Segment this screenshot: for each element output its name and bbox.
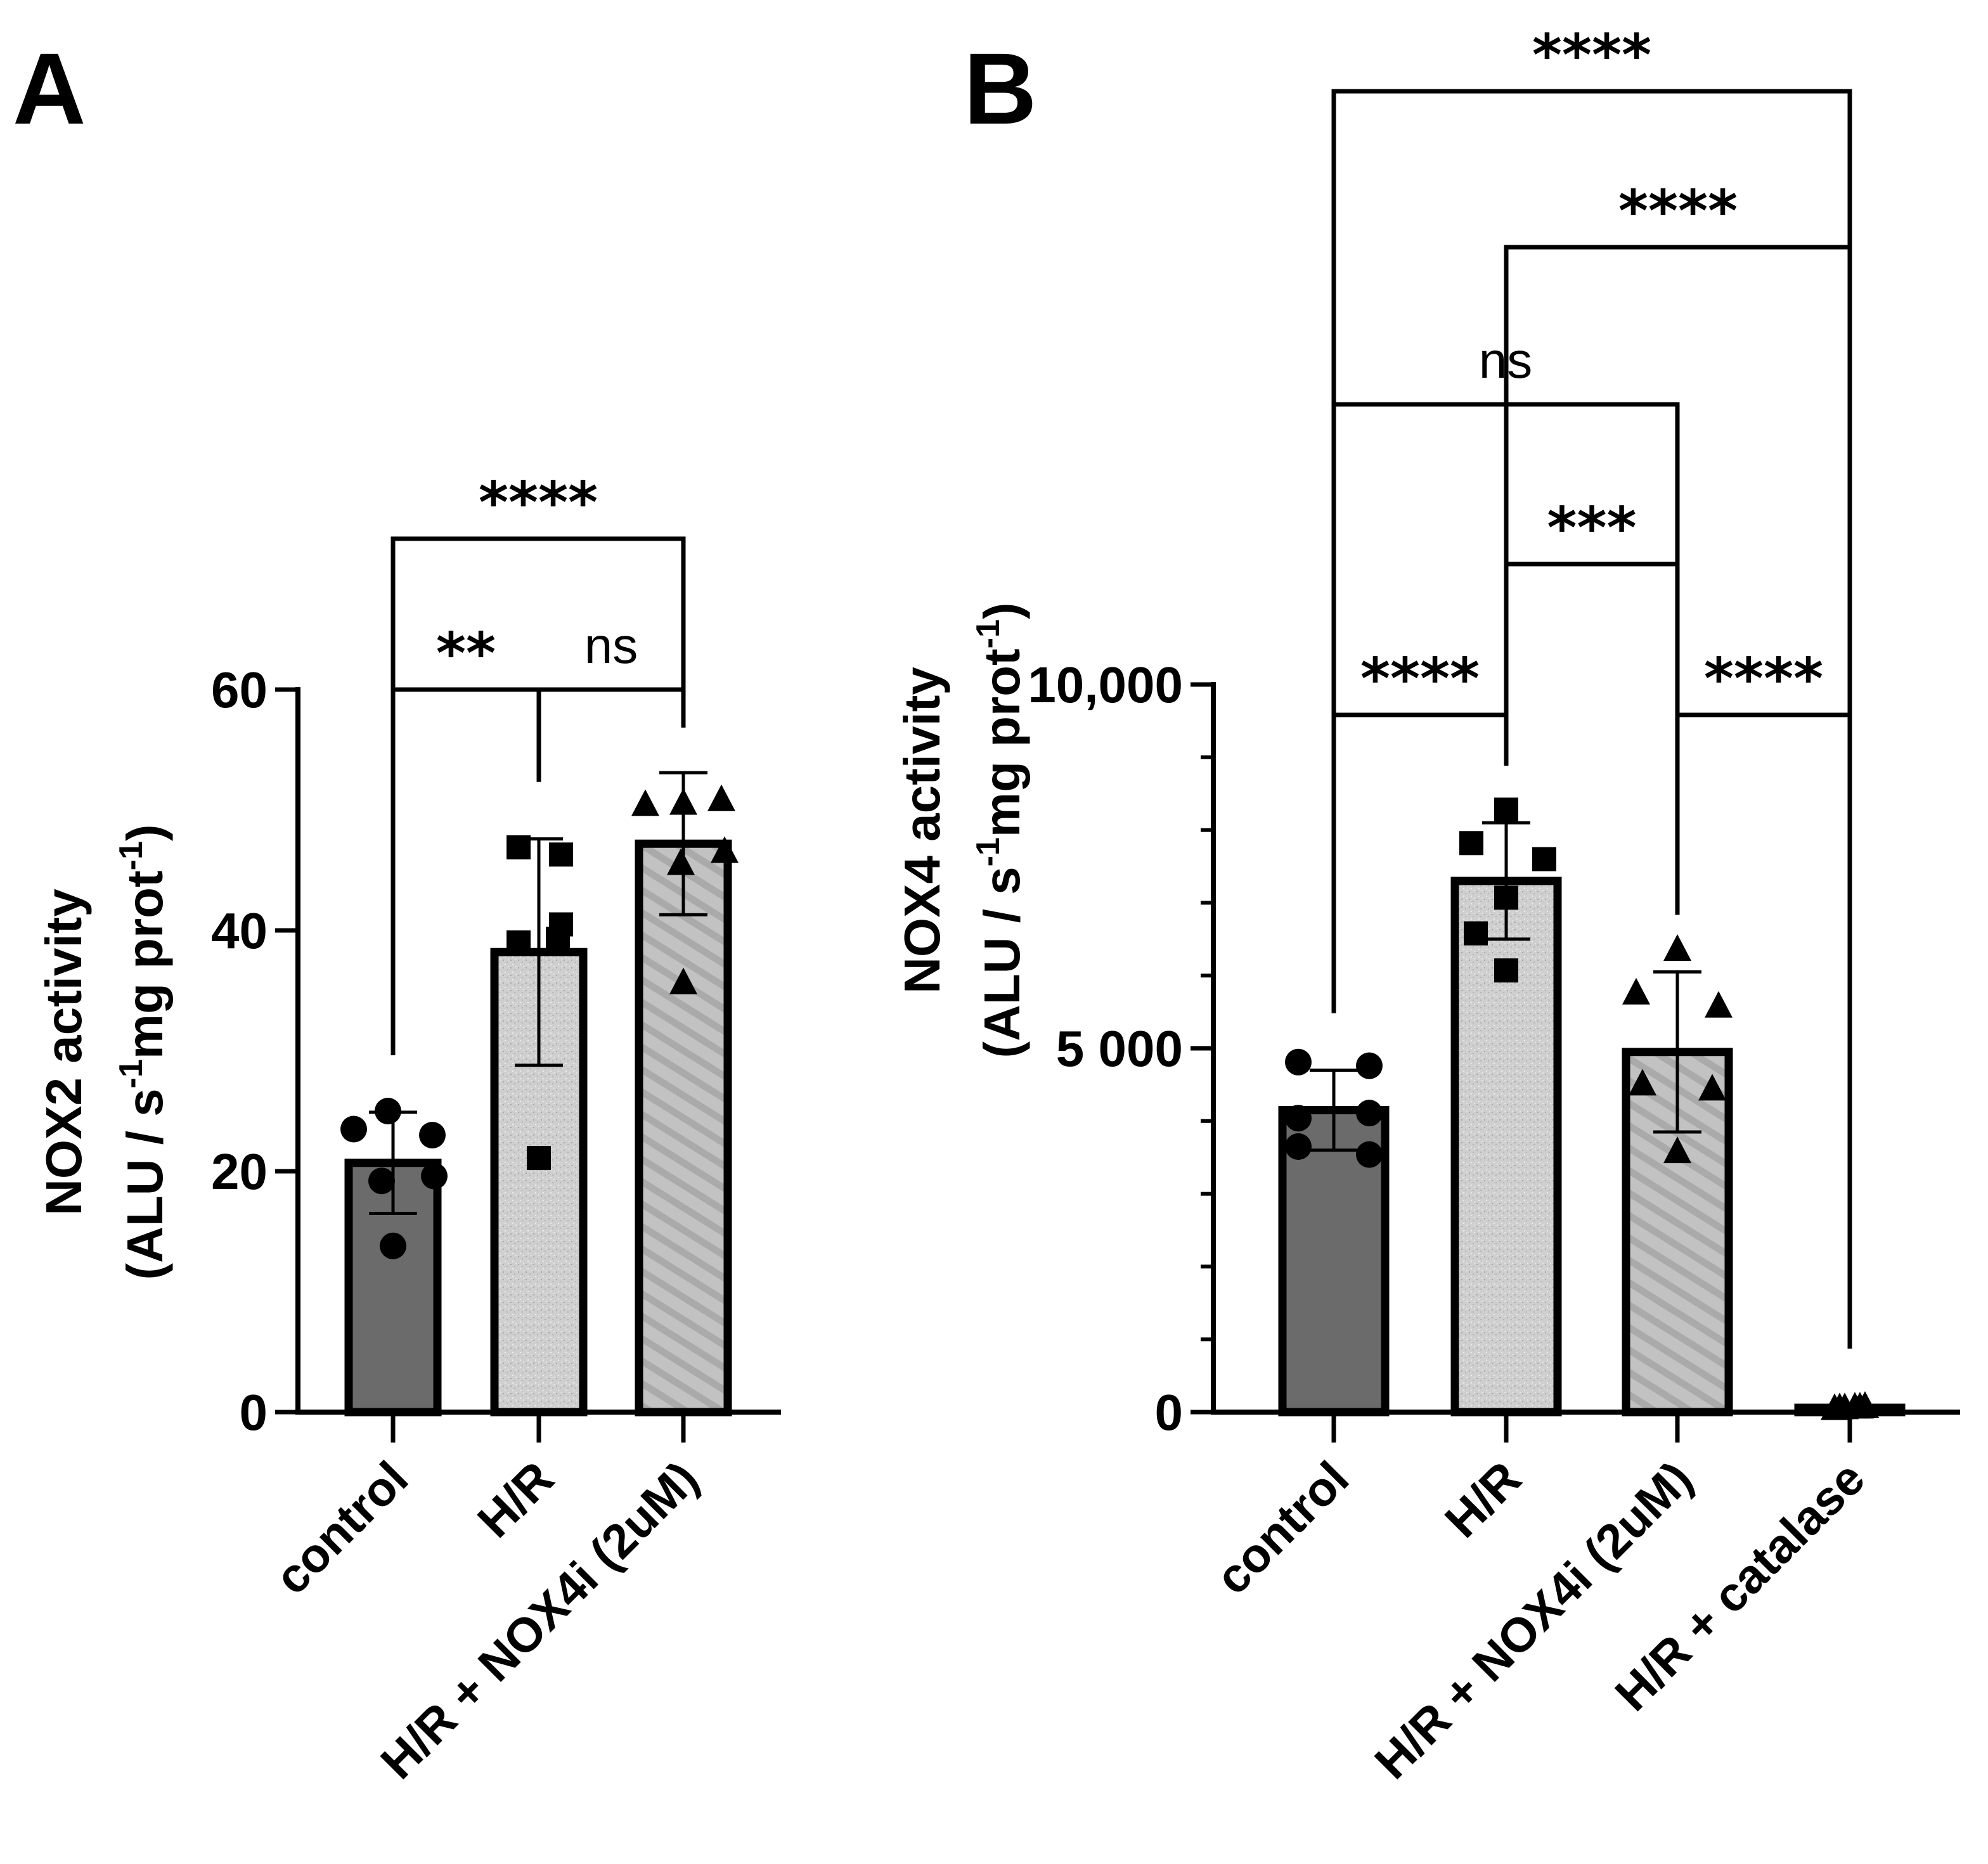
y-tick-label-b: 10,000 [1028, 657, 1183, 713]
data-point-b [1285, 1048, 1312, 1076]
data-point-a [669, 967, 697, 994]
y-tick-label-a: 40 [211, 903, 268, 959]
bar-a [635, 839, 732, 1417]
y-axis-label-b-line2: (ALU / s-1mg prot-1) [970, 602, 1030, 1058]
data-point-b [1705, 991, 1733, 1018]
significance-label-b: **** [1704, 646, 1823, 712]
y-tick-label-b: 5 000 [1056, 1020, 1183, 1077]
data-point-b [1285, 1133, 1312, 1160]
data-point-b [1494, 958, 1518, 983]
data-point-b [1622, 977, 1650, 1005]
x-axis-a: control H/RH/R + NOX4i (2uM) [265, 1410, 781, 1789]
data-point-a [340, 1115, 367, 1143]
data-point-b [1356, 1100, 1383, 1127]
data-point-a [507, 930, 531, 954]
data-point-a [711, 836, 739, 863]
data-point-b [1356, 1052, 1383, 1079]
data-point-b [1494, 797, 1518, 822]
data-point-b [1356, 1141, 1383, 1168]
significance-b: **** *******ns******** [1331, 22, 1852, 1349]
x-category-label-b: H/R [1435, 1451, 1532, 1548]
bars-b [1278, 797, 1906, 1420]
panel-label-a: A [13, 32, 86, 145]
y-tick-label-a: 60 [211, 662, 268, 718]
significance-bracket-b [1504, 562, 1680, 915]
significance-label-b: **** [1360, 646, 1480, 712]
y-axis-b: 0 5 000 10,000 [1028, 657, 1216, 1441]
data-point-a [527, 1146, 551, 1171]
y-axis-label-a-line1: NOX2 activity [36, 889, 92, 1216]
data-point-b [1285, 1105, 1312, 1132]
significance-bracket-a [536, 687, 686, 782]
y-axis-label-a-line2: (ALU / s-1mg prot-1) [113, 824, 173, 1280]
x-category-label-a: H/R [467, 1451, 564, 1548]
data-point-a [669, 788, 697, 815]
panel-label-b: B [964, 32, 1037, 145]
data-point-a [549, 842, 573, 867]
significance-label-b: **** [1532, 22, 1651, 89]
significance-a: ** ns **** [390, 470, 686, 1055]
y-axis-a: 0 20 40 60 [211, 662, 300, 1441]
data-point-b [1663, 934, 1691, 961]
significance-bracket-b [1331, 89, 1852, 1349]
data-point-b [1464, 921, 1488, 946]
x-category-label-a: control [265, 1451, 418, 1605]
panel-b: B 0 5 000 10,000 NOX4 activity (ALU / s-1m… [894, 22, 1960, 1789]
x-axis-b: control H/RH/R + NOX4i (2uM)H/R + catalas… [1206, 1410, 1960, 1789]
panel-a: A 0 20 40 60 NOX2 activity (ALU / s-1mg pro… [13, 32, 781, 1789]
data-point-b [1629, 1069, 1656, 1096]
data-point-a [419, 1122, 446, 1148]
data-point-b [1532, 847, 1556, 871]
significance-label-b: *** [1547, 495, 1636, 562]
y-axis-label-b-line1: NOX4 activity [894, 667, 950, 994]
data-point-b [1698, 1074, 1726, 1101]
data-point-a [546, 927, 570, 951]
data-point-a [707, 784, 735, 811]
data-point-a [507, 835, 531, 859]
data-point-a [421, 1162, 448, 1190]
y-tick-label-a: 0 [240, 1384, 268, 1441]
significance-label-a: ** [436, 620, 496, 687]
significance-label-b: **** [1618, 178, 1738, 245]
data-point-a [667, 848, 695, 875]
data-point-a [631, 789, 659, 816]
y-tick-label-b: 0 [1155, 1384, 1184, 1441]
data-point-b [1663, 1136, 1691, 1164]
data-point-b [1494, 885, 1518, 910]
data-point-a [375, 1098, 401, 1124]
significance-label-a: **** [479, 470, 598, 536]
data-point-a [380, 1232, 406, 1259]
y-tick-label-a: 20 [211, 1143, 268, 1200]
significance-label-a: ns [584, 617, 638, 674]
data-point-a [368, 1167, 395, 1195]
x-category-label-b: H/R + NOX4i (2uM) [1365, 1451, 1703, 1789]
significance-bracket-a [390, 536, 686, 1055]
bars-a [340, 771, 739, 1417]
data-point-b [1459, 831, 1483, 856]
x-category-label-b: control [1206, 1451, 1359, 1605]
